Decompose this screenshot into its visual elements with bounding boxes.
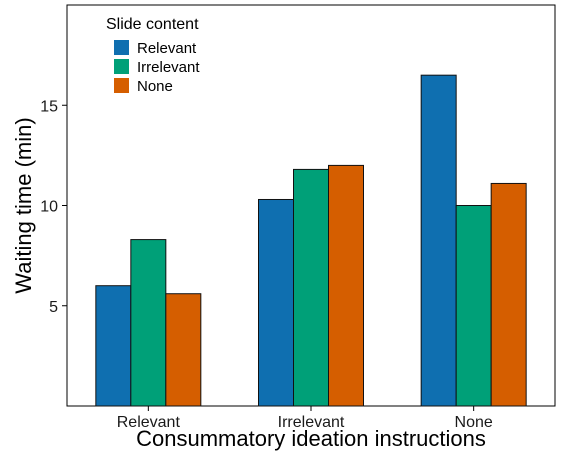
legend-swatch-none <box>114 78 129 93</box>
legend-swatch-relevant <box>114 40 129 55</box>
x-tick-label: Relevant <box>117 414 181 431</box>
bar-none-irrelevant <box>455 205 492 407</box>
bar-irrelevant-irrelevant <box>293 168 329 407</box>
y-tick-label: 10 <box>40 199 58 216</box>
x-axis: Relevant Irrelevant None <box>117 406 493 431</box>
x-tick-label: Irrelevant <box>278 414 345 431</box>
legend-label-none: None <box>137 78 173 95</box>
bar-relevant-relevant <box>95 285 132 407</box>
x-axis-title: Consummatory ideation instructions <box>136 426 486 451</box>
bar-relevant-none <box>165 293 202 407</box>
y-tick-label: 5 <box>49 299 58 316</box>
y-axis-title: Waiting time (min) <box>11 117 36 293</box>
bars-group <box>95 74 527 407</box>
legend-title: Slide content <box>106 16 199 33</box>
legend-label-relevant: Relevant <box>137 40 197 57</box>
y-axis: 5 10 15 <box>40 98 67 316</box>
legend-label-irrelevant: Irrelevant <box>137 59 200 76</box>
bar-relevant-irrelevant <box>130 239 167 407</box>
legend: Slide content Relevant Irrelevant None <box>106 16 200 95</box>
legend-swatch-irrelevant <box>114 59 129 74</box>
x-tick-label: None <box>455 414 493 431</box>
bar-none-relevant <box>420 74 457 407</box>
y-tick-label: 15 <box>40 98 58 115</box>
bar-none-none <box>490 182 527 407</box>
bar-irrelevant-none <box>328 164 364 407</box>
bar-irrelevant-relevant <box>258 198 294 407</box>
